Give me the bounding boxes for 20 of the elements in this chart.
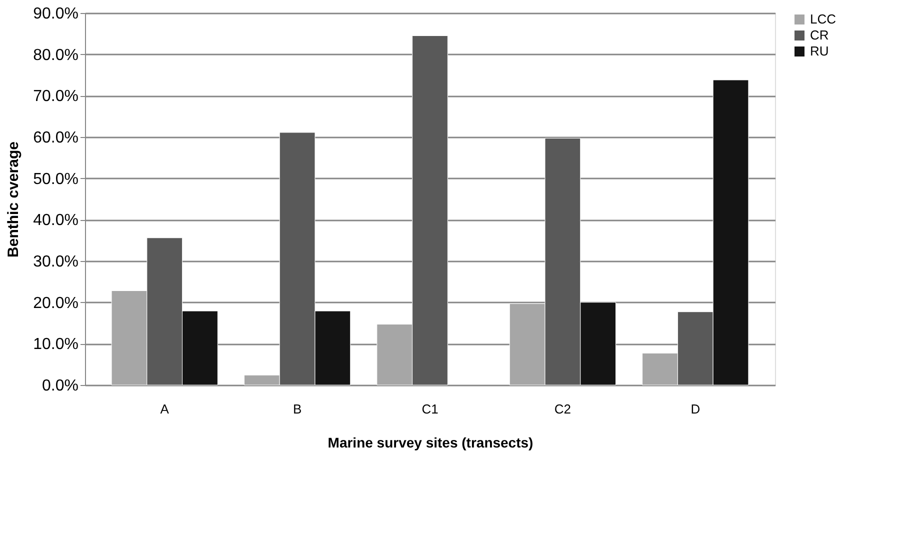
y-tick-label: 0.0% [42, 378, 78, 394]
x-tick-label: A [160, 402, 170, 416]
y-tick-label: 50.0% [33, 170, 78, 188]
x-tick-label: B [292, 402, 302, 416]
y-tick-label: 60.0% [33, 130, 78, 146]
x-tick-label: C2 [554, 402, 572, 416]
y-tick-label: 80.0% [33, 46, 78, 64]
legend-label: LCC [810, 12, 836, 26]
x-tick-label: C1 [422, 402, 438, 416]
y-tick-label: 10.0% [33, 336, 78, 354]
y-tick-label: 70.0% [33, 88, 78, 106]
legend-label: CR [810, 28, 829, 42]
y-tick-label: 20.0% [33, 294, 78, 312]
y-axis-title: Benthic cverage [5, 142, 22, 258]
y-tick-label: 30.0% [33, 254, 78, 270]
x-tick-label: D [690, 402, 700, 416]
legend-label: RU [810, 44, 829, 58]
y-tick-label: 90.0% [33, 6, 78, 22]
y-tick-label: 40.0% [33, 212, 78, 230]
x-axis-title: Marine survey sites (transects) [328, 434, 534, 450]
